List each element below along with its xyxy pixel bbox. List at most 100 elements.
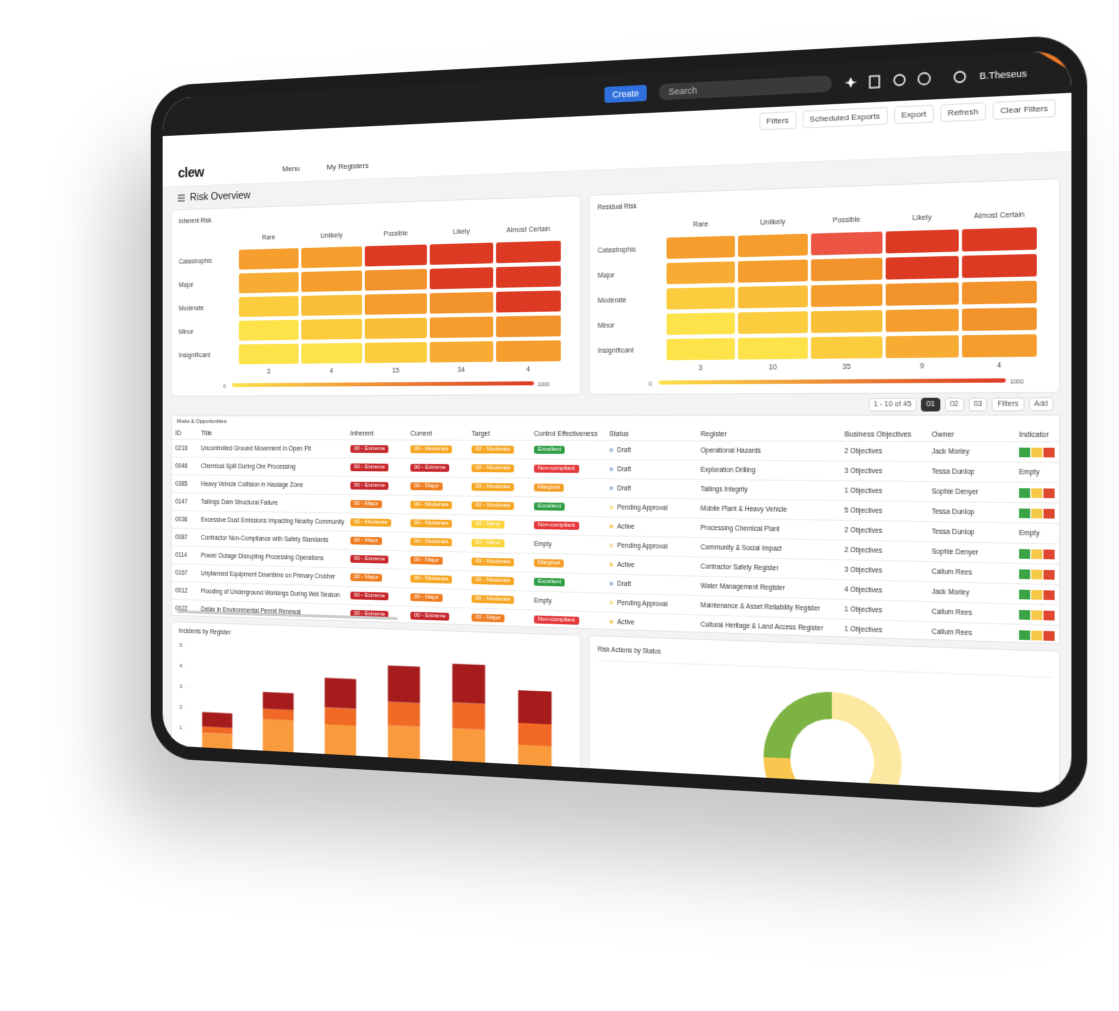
table-cell: 0036 xyxy=(171,510,198,529)
cell-text: 0036 xyxy=(175,516,188,523)
table-cell: 00 - Extreme xyxy=(406,606,468,627)
user-name[interactable]: B.Theseus xyxy=(979,68,1027,82)
column-label: Possible xyxy=(833,216,861,225)
heat-cell xyxy=(885,308,959,332)
pagination-range[interactable]: 1 - 10 of 45 xyxy=(868,397,917,412)
table-cell: 00 - Moderate xyxy=(406,569,468,590)
indicator-bar xyxy=(1019,568,1031,579)
toolbar-button[interactable]: Refresh xyxy=(940,101,986,122)
column-header: Owner xyxy=(931,430,955,439)
y-tick-label: 5 xyxy=(179,643,182,649)
add-button[interactable]: Add xyxy=(1028,396,1054,411)
bar-segment xyxy=(452,702,486,730)
column-count: 4 xyxy=(330,368,334,375)
heat-cell xyxy=(885,229,959,254)
status-text: Pending Approval xyxy=(617,542,668,551)
heatmap: Residual Risk Rare Unlikely Possible Likely A… xyxy=(598,203,1037,388)
toolbar-button[interactable]: Filters xyxy=(759,110,797,130)
cell-text: Tailings Integrity xyxy=(700,485,748,494)
column-header: Business Objectives xyxy=(844,430,912,439)
table-cell: 00 - Moderate xyxy=(467,477,531,497)
heat-cell xyxy=(238,248,299,270)
cell-text: 2 Objectives xyxy=(844,546,883,555)
toolbar-button[interactable]: Clear Filters xyxy=(992,98,1056,120)
search-box[interactable]: Search xyxy=(658,75,832,101)
row-label: Moderate xyxy=(179,306,204,313)
bell-icon[interactable] xyxy=(894,75,905,86)
bar-segment xyxy=(452,728,486,765)
logo[interactable]: clew xyxy=(177,163,204,181)
cell-text: 2 Objectives xyxy=(844,526,883,535)
chart-title: Incidents by Register xyxy=(179,628,231,637)
row-label: Catastrophic xyxy=(598,247,637,255)
page-button[interactable]: 02 xyxy=(944,397,964,411)
heat-cell xyxy=(666,338,735,361)
indicator-bar xyxy=(1043,548,1055,559)
table-cell: 00 - Extreme xyxy=(346,586,407,607)
row-label: Catastrophic xyxy=(179,258,213,266)
status-dot xyxy=(609,523,614,528)
table-cell: Jack Morley xyxy=(927,441,1015,463)
ai-icon[interactable] xyxy=(844,76,858,89)
heat-cell xyxy=(429,291,494,314)
table-cell: 0012 xyxy=(171,581,198,601)
table-cell: 00 - Major xyxy=(346,567,407,588)
column-header: Inherent xyxy=(350,430,374,437)
badge: 00 - Moderate xyxy=(410,500,453,510)
table-cell: Pending Approval xyxy=(605,535,697,557)
table-cell: 00 - Major xyxy=(406,587,468,609)
table-cell: 00 - Major xyxy=(467,608,531,629)
table-cell: 5 Objectives xyxy=(840,500,928,522)
column-count: 4 xyxy=(526,366,530,373)
table-cell: 00 - Moderate xyxy=(467,440,531,460)
status-text: Draft xyxy=(617,446,632,454)
badge: Marginal xyxy=(533,483,564,492)
create-button[interactable]: Create xyxy=(604,84,647,104)
registers-link[interactable]: My Registers xyxy=(326,160,369,172)
cell-text: Power Outage Disrupting Processing Opera… xyxy=(200,552,324,562)
table-cell: 1 Objectives xyxy=(840,599,928,622)
table-cell: 00 - Minor xyxy=(467,514,531,535)
heat-cell xyxy=(496,290,561,313)
scale-min: 0 xyxy=(649,381,652,387)
status-dot xyxy=(609,562,614,567)
filters-button[interactable]: Filters xyxy=(992,396,1025,411)
heat-cell xyxy=(737,337,808,360)
indicator-bar xyxy=(1019,447,1031,457)
chart-card: Incidents by Register 1 2 3 4 5 xyxy=(171,621,582,795)
table-cell: 00 - Minor xyxy=(467,533,531,554)
heatmap: Inherent Risk Rare Unlikely Possible Likely A… xyxy=(179,217,561,390)
heat-cell xyxy=(737,259,808,283)
table-cell: Empty xyxy=(1014,462,1061,483)
table-cell: 4 Objectives xyxy=(840,579,928,602)
heat-cell xyxy=(364,293,427,315)
badge: Non-compliant xyxy=(533,615,579,625)
table-cell: Chemical Spill During Ore Processing xyxy=(197,457,347,477)
table-cell: Non-compliant xyxy=(530,459,606,479)
badge: 00 - Moderate xyxy=(471,594,515,604)
table-cell: 00 - Moderate xyxy=(346,512,407,533)
toolbar-button[interactable]: Export xyxy=(893,104,934,124)
help-icon[interactable] xyxy=(918,73,930,85)
heat-cell xyxy=(301,318,363,340)
heat-cell xyxy=(885,335,959,359)
page-button[interactable]: 03 xyxy=(968,397,988,411)
table-cell: 2 Objectives xyxy=(840,520,928,542)
table-title: Risks & Opportunities xyxy=(177,419,227,425)
menu-link[interactable]: Menu xyxy=(282,163,300,173)
toolbar-button[interactable]: Scheduled Exports xyxy=(802,106,888,128)
doc-icon[interactable] xyxy=(870,76,880,88)
status-dot xyxy=(609,600,614,605)
indicator-cell xyxy=(1014,603,1061,626)
hamburger-icon[interactable] xyxy=(177,194,185,202)
badge: Marginal xyxy=(533,558,564,568)
table-cell: 00 - Extreme xyxy=(346,439,407,459)
bar-segment xyxy=(262,691,294,711)
cell-text: 1 Objectives xyxy=(844,605,883,614)
cell-text: Processing Chemical Plant xyxy=(700,524,780,533)
cell-text: 0147 xyxy=(175,498,188,506)
page-button[interactable]: 01 xyxy=(921,397,941,411)
table-cell: 00 - Extreme xyxy=(346,549,407,570)
